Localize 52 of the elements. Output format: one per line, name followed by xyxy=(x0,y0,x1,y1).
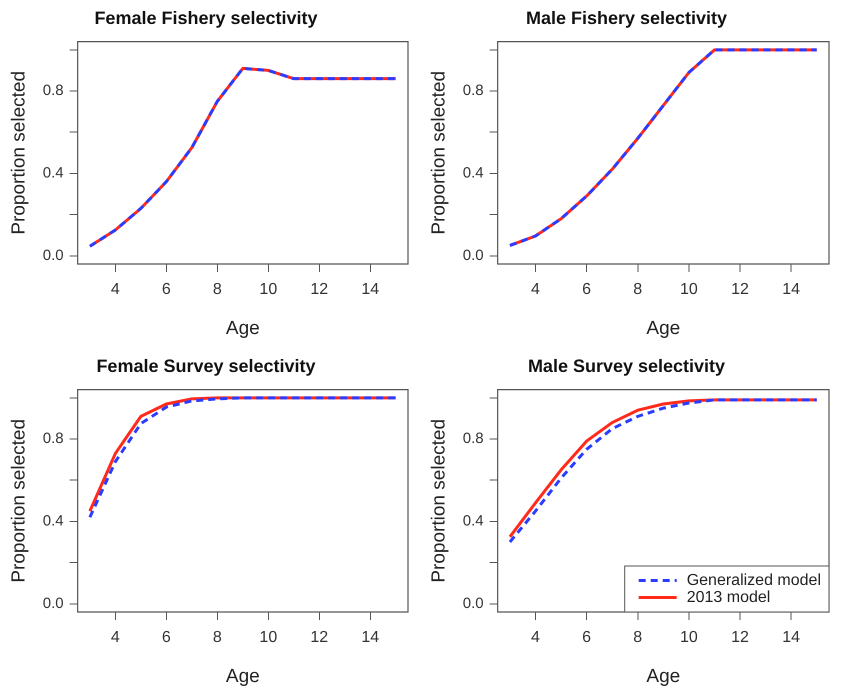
x-tick-label: 10 xyxy=(259,281,278,298)
y-axis-title: Proportion selected xyxy=(428,418,450,583)
x-tick-label: 6 xyxy=(162,281,171,298)
x-axis-title: Age xyxy=(226,666,260,687)
legend-label: Generalized model xyxy=(686,572,821,589)
x-tick-label: 8 xyxy=(212,281,222,298)
y-tick-label: 0.4 xyxy=(462,512,484,530)
x-tick-label: 8 xyxy=(212,629,222,646)
x-axis-title: Age xyxy=(226,318,260,339)
y-tick-label: 0.4 xyxy=(462,164,484,182)
y-tick-label: 0.0 xyxy=(42,246,64,264)
y-tick-label: 0.4 xyxy=(42,164,64,182)
x-tick-label: 14 xyxy=(782,281,800,298)
x-tick-label: 12 xyxy=(310,281,328,298)
y-axis-title: Proportion selected xyxy=(428,70,450,235)
y-axis-title: Proportion selected xyxy=(8,70,30,235)
y-tick-label: 0.4 xyxy=(42,512,64,530)
x-tick-label: 4 xyxy=(531,281,540,298)
x-axis-title: Age xyxy=(646,318,680,339)
x-tick-label: 14 xyxy=(782,629,800,646)
x-tick-label: 4 xyxy=(110,281,120,298)
line-series xyxy=(88,66,398,248)
chart-title: Male Survey selectivity xyxy=(528,356,726,376)
x-tick-label: 8 xyxy=(633,629,642,646)
legend-label: 2013 model xyxy=(686,588,770,606)
x-tick-label: 6 xyxy=(582,281,592,298)
y-tick-label: 0.8 xyxy=(462,430,484,448)
chart-title: Female Survey selectivity xyxy=(96,356,316,376)
x-tick-label: 4 xyxy=(531,629,540,646)
y-tick-label: 0.0 xyxy=(462,594,484,612)
x-tick-label: 12 xyxy=(310,629,328,646)
x-tick-label: 12 xyxy=(731,281,750,298)
y-tick-label: 0.8 xyxy=(42,82,64,100)
chart-title: Female Fishery selectivity xyxy=(94,8,318,28)
y-tick-label: 0.8 xyxy=(462,82,484,100)
x-tick-label: 8 xyxy=(633,281,642,298)
x-tick-label: 10 xyxy=(680,281,698,298)
x-tick-label: 4 xyxy=(110,629,120,646)
y-tick-label: 0.8 xyxy=(42,430,64,448)
chart-title: Male Fishery selectivity xyxy=(526,8,728,28)
y-axis-title: Proportion selected xyxy=(8,418,30,583)
x-tick-label: 6 xyxy=(582,629,592,646)
x-tick-label: 12 xyxy=(731,629,750,646)
x-tick-label: 10 xyxy=(259,629,278,646)
x-tick-label: 6 xyxy=(162,629,171,646)
y-tick-label: 0.0 xyxy=(42,594,64,612)
x-tick-label: 14 xyxy=(361,629,380,646)
x-axis-title: Age xyxy=(646,666,680,687)
x-tick-label: 10 xyxy=(680,629,698,646)
line-series xyxy=(508,48,818,247)
x-tick-label: 14 xyxy=(361,281,380,298)
y-tick-label: 0.0 xyxy=(462,246,484,264)
